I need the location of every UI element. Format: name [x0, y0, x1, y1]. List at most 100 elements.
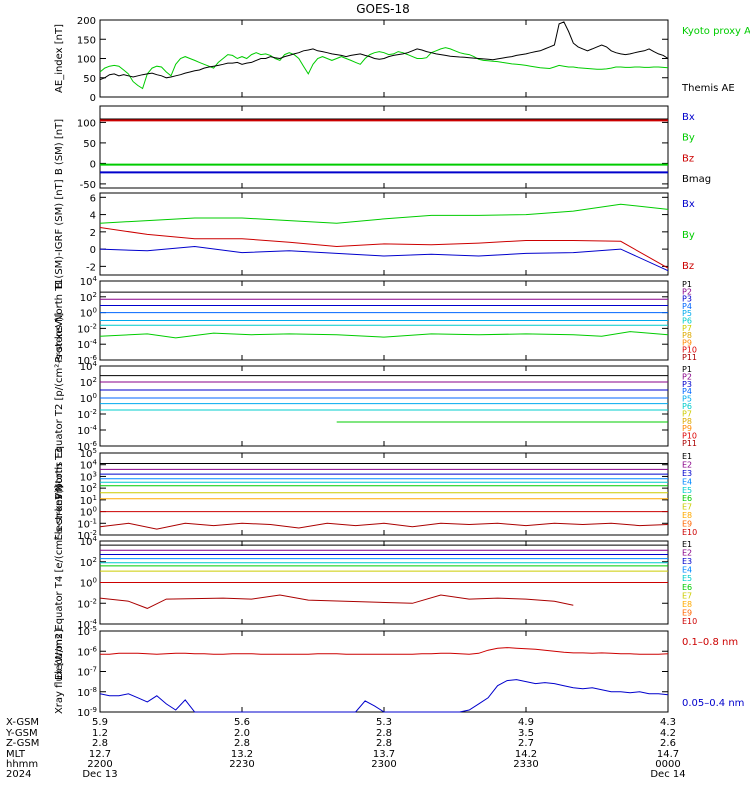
ytick-label-en3: 100: [80, 506, 97, 519]
xaxis-value: 5.3: [376, 717, 392, 728]
legend-peq2-p8: P8: [682, 417, 692, 426]
ytick-label-en3: 101: [80, 494, 97, 507]
ylabel-pn1: Protons North T1: [54, 278, 65, 362]
legend-eeq4-e8: E8: [682, 600, 692, 609]
ytick-label-peq2: 102: [80, 376, 97, 389]
legend-eeq4-e3: E3: [682, 557, 692, 566]
ylabel-peq2: Protons Equator T2 [p/(cm²-s-sr-keV)]: [54, 313, 65, 500]
ytick-label-xray: 10-8: [77, 686, 97, 699]
legend-peq2-p3: P3: [682, 380, 692, 389]
legend-en3-e5: E5: [682, 486, 692, 495]
ytick-label-xray: 10-6: [77, 645, 97, 658]
xaxis-value: 2200: [87, 759, 112, 770]
ytick-label-eeq4: 10-4: [77, 618, 97, 631]
legend-xray-0-05-0-4-nm: 0.05–0.4 nm: [682, 698, 744, 709]
legend-pn1-p1: P1: [682, 280, 692, 289]
xaxis-value: 13.2: [231, 749, 253, 760]
ytick-label-bdiff: 6: [90, 193, 96, 204]
xaxis-value: 2.8: [92, 738, 108, 749]
series-pn1-p7: [99, 331, 669, 339]
xaxis-value: 13.7: [373, 749, 395, 760]
ytick-label-ae: 0: [90, 93, 96, 104]
ytick-label-bdiff: -2: [86, 262, 96, 273]
ytick-label-ae: 150: [77, 35, 96, 46]
legend-eeq4-e10: E10: [682, 617, 697, 626]
xaxis-value: 14.2: [515, 749, 537, 760]
legend-en3-e10: E10: [682, 528, 697, 537]
panel-frame-en3: [99, 452, 669, 536]
ytick-label-en3: 10-2: [77, 529, 97, 542]
ylabel-en3: Electrons North T3: [54, 447, 65, 540]
ytick-label-eeq4: 100: [80, 577, 97, 590]
legend-eeq4-e4: E4: [682, 566, 692, 575]
legend-eeq4-e5: E5: [682, 574, 692, 583]
xaxis-value: 4.9: [518, 717, 534, 728]
legend-pn1-p4: P4: [682, 302, 692, 311]
legend-pn1-p3: P3: [682, 295, 692, 304]
legend-peq2-p4: P4: [682, 387, 692, 396]
legend-en3-e9: E9: [682, 520, 692, 529]
ytick-label-peq2: 100: [80, 392, 97, 405]
legend-en3-e1: E1: [682, 452, 692, 461]
legend-bdiff-bx: Bx: [682, 199, 695, 210]
ytick-label-ae: 50: [83, 74, 96, 85]
xaxis-value: 2.0: [234, 728, 250, 739]
legend-peq2-p5: P5: [682, 395, 692, 404]
xaxis-value: 2.6: [660, 738, 676, 749]
ylabel-ae: AE_index [nT]: [54, 24, 65, 93]
ytick-label-ae: 100: [77, 55, 96, 66]
xaxis-row-label-2024: 2024: [6, 769, 31, 780]
ylabel-bsm: B (SM) [nT]: [54, 119, 65, 175]
xaxis-row-label-x-gsm: X-GSM: [6, 717, 39, 728]
legend-pn1-p6: P6: [682, 317, 692, 326]
legend-eeq4-e9: E9: [682, 608, 692, 617]
legend-bsm-bx: Bx: [682, 112, 695, 123]
xaxis-value: 2.8: [234, 738, 250, 749]
ytick-label-peq2: 104: [80, 360, 98, 373]
panel-frame-peq2: [99, 365, 669, 447]
ytick-label-bdiff: 0: [90, 245, 96, 256]
legend-pn1-p10: P10: [682, 346, 697, 355]
ytick-label-pn1: 10-6: [77, 354, 97, 367]
ytick-label-pn1: 100: [80, 307, 97, 320]
series-xray-0-1-0-8-nm: [100, 647, 669, 655]
xaxis-row-label-hhmm: hhmm: [6, 759, 38, 770]
xaxis-row-label-mlt: MLT: [6, 749, 26, 760]
legend-pn1-p2: P2: [682, 287, 692, 296]
ytick-label-pn1: 104: [80, 275, 98, 288]
ytick-label-eeq4: 102: [80, 556, 97, 569]
legend-en3-e6: E6: [682, 494, 692, 503]
ytick-label-peq2: 10-2: [77, 408, 97, 421]
ytick-label-bsm: 0: [90, 159, 96, 170]
ylabel-eeq4: Electrons Equator T4 [e/(cm²-s-sr-keV)]: [54, 485, 65, 680]
ytick-label-pn1: 102: [80, 291, 97, 304]
legend-ae-themis-ae: Themis AE: [681, 83, 735, 94]
series-bdiff-bx: [99, 245, 669, 272]
ytick-label-bsm: 50: [83, 139, 96, 150]
ytick-label-pn1: 10-4: [77, 338, 97, 351]
legend-en3-e2: E2: [682, 460, 692, 469]
legend-bdiff-by: By: [682, 230, 695, 241]
legend-pn1-p11: P11: [682, 353, 697, 362]
xaxis-value: Dec 13: [82, 769, 117, 780]
legend-bsm-bmag: Bmag: [682, 174, 711, 185]
legend-eeq4-e6: E6: [682, 583, 692, 592]
ytick-label-xray: 10-9: [77, 706, 97, 719]
legend-bsm-bz: Bz: [682, 153, 694, 164]
xaxis-value: 0000: [655, 759, 680, 770]
ytick-label-ae: 200: [77, 16, 96, 27]
ytick-label-en3: 102: [80, 482, 97, 495]
series-eeq4-e10: [99, 594, 574, 609]
legend-en3-e7: E7: [682, 503, 692, 512]
legend-en3-e3: E3: [682, 469, 692, 478]
legend-eeq4-e7: E7: [682, 591, 692, 600]
xaxis-value: 5.6: [234, 717, 250, 728]
legend-en3-e4: E4: [682, 477, 692, 486]
ytick-label-bdiff: 2: [90, 228, 96, 239]
xaxis-value: 2.7: [518, 738, 534, 749]
ytick-label-peq2: 10-6: [77, 440, 97, 453]
xaxis-row-label-y-gsm: Y-GSM: [5, 728, 38, 739]
ytick-label-en3: 104: [80, 459, 98, 472]
xaxis-value: 14.7: [657, 749, 679, 760]
